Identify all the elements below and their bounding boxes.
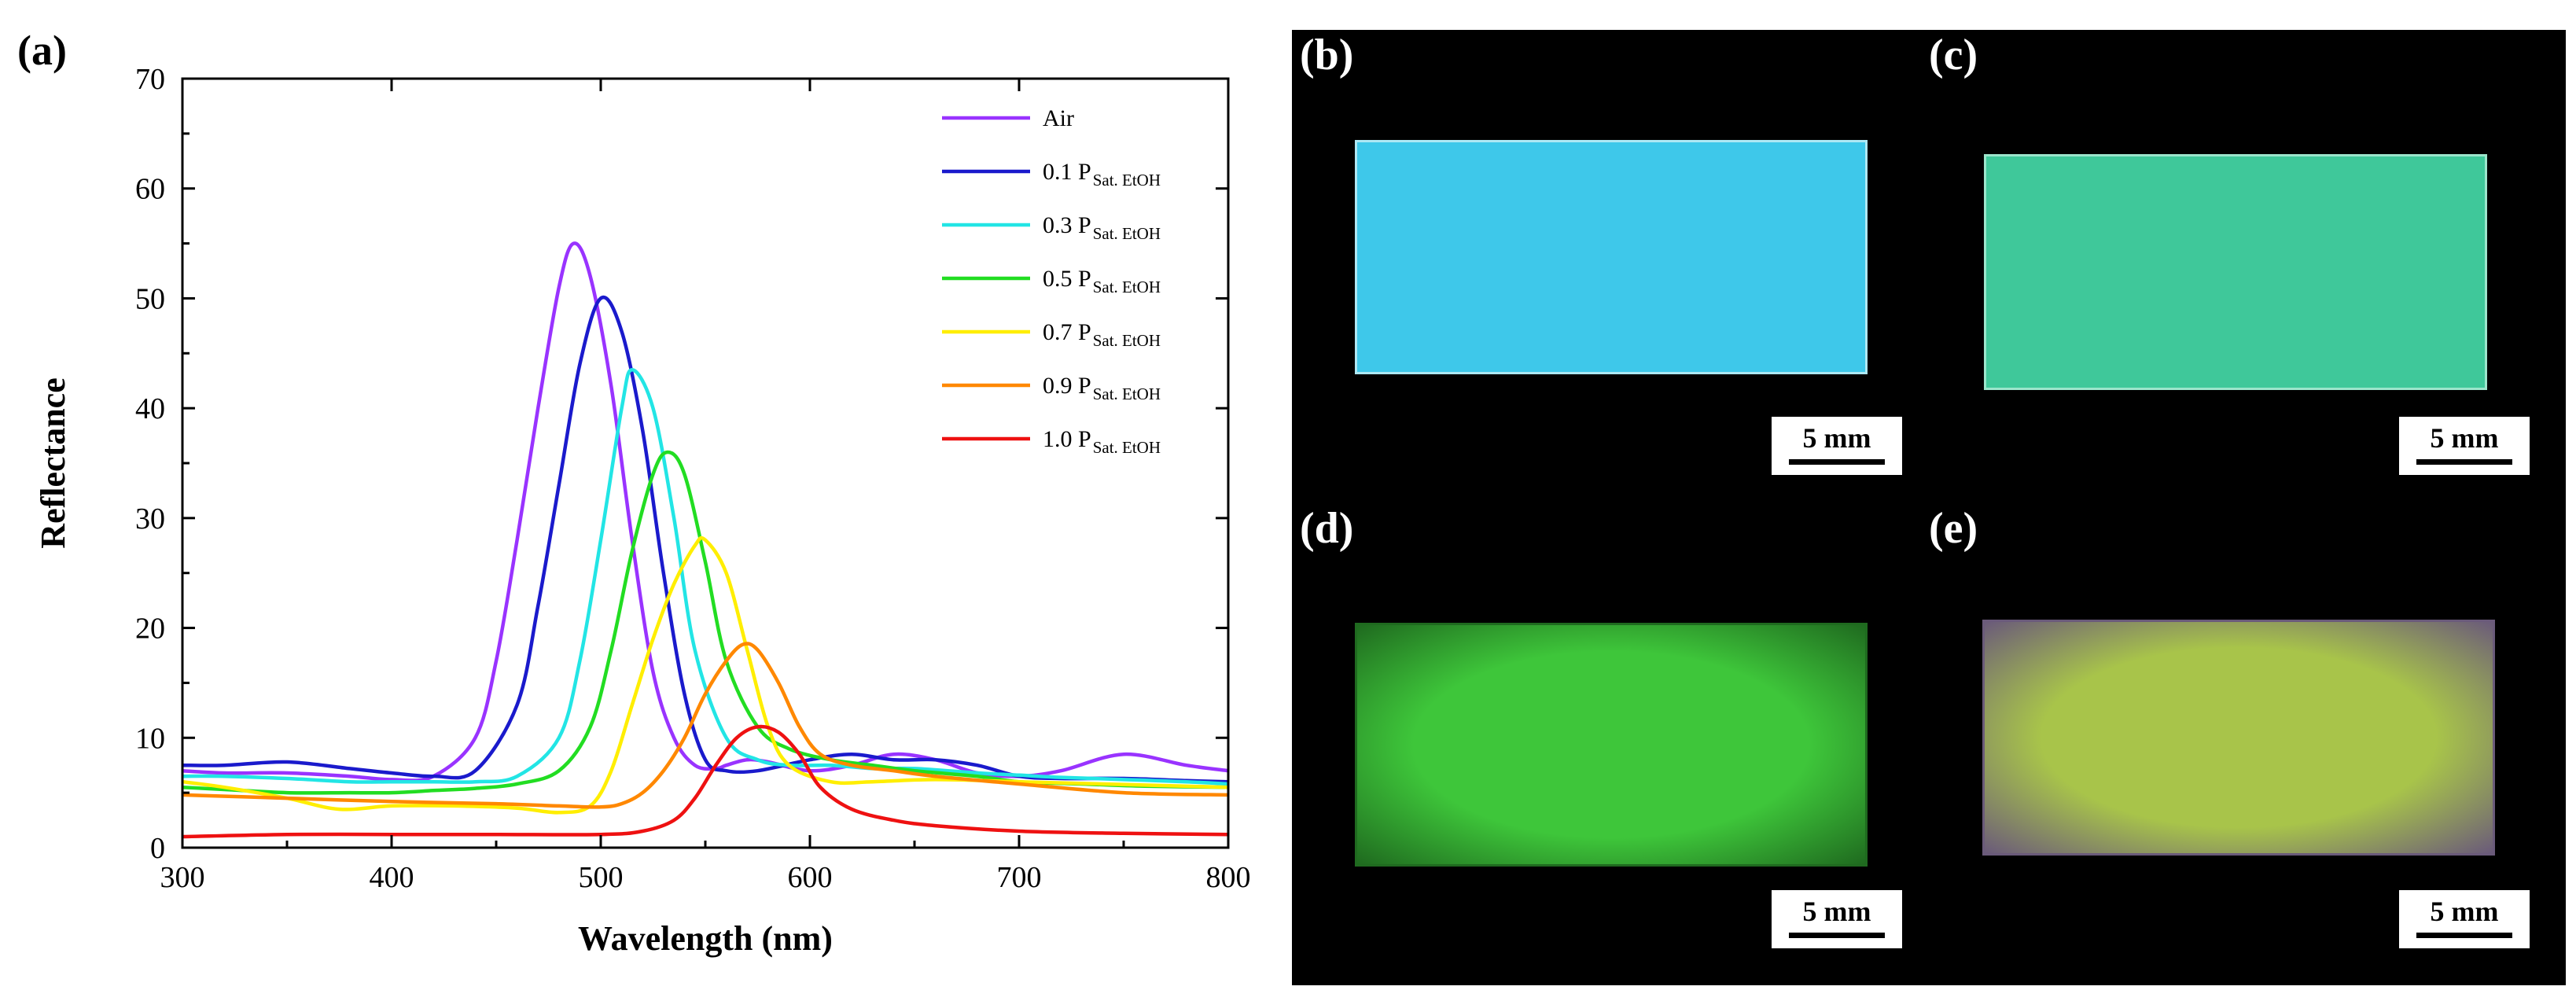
panel-label-b: (b) bbox=[1300, 31, 1354, 79]
reflectance-chart: (a) 300 400 500 600 700 800 0 10 20 30 40 50 60 70 Ai… bbox=[17, 27, 1251, 958]
scale-bar-line bbox=[1789, 459, 1885, 465]
y-tick-label: 10 bbox=[135, 722, 165, 755]
x-tick-label: 800 bbox=[1206, 861, 1251, 894]
axes: 300 400 500 600 700 800 0 10 20 30 40 50 60 70 bbox=[135, 63, 1251, 894]
scale-bar-label: 5 mm bbox=[1802, 896, 1871, 927]
scale-bar-label: 5 mm bbox=[2430, 896, 2499, 927]
photo-panel-grid: (b) (c) (d) (e) 5 mm 5 mm 5 mm 5 mm bbox=[1292, 30, 2566, 985]
y-tick-label: 50 bbox=[135, 282, 165, 315]
panel-label-d: (d) bbox=[1300, 504, 1354, 553]
x-axis-title: Wavelength (nm) bbox=[578, 919, 833, 958]
sample-photo-d bbox=[1355, 623, 1868, 867]
y-tick-label: 30 bbox=[135, 502, 165, 535]
sample-photo-e bbox=[1982, 620, 2495, 856]
y-tick-label: 70 bbox=[135, 63, 165, 96]
legend-entry: 0.7 PSat. EtOH bbox=[1043, 319, 1161, 350]
scale-bar-e: 5 mm bbox=[2399, 890, 2530, 948]
scale-bar-label: 5 mm bbox=[1802, 422, 1871, 454]
series-line-2 bbox=[182, 367, 1229, 786]
scale-bar-d: 5 mm bbox=[1772, 890, 1902, 948]
panel-label-e: (e) bbox=[1929, 504, 1978, 553]
y-tick-label: 60 bbox=[135, 173, 165, 206]
series-line-4 bbox=[182, 535, 1229, 815]
plot-frame bbox=[181, 77, 1230, 849]
panel-label-a: (a) bbox=[17, 27, 67, 74]
scale-bar-c: 5 mm bbox=[2399, 417, 2530, 475]
scale-bar-line bbox=[1789, 933, 1885, 938]
y-tick-label: 20 bbox=[135, 613, 165, 646]
x-tick-label: 700 bbox=[997, 861, 1042, 894]
sample-photo-c bbox=[1984, 154, 2487, 390]
scale-bar-b: 5 mm bbox=[1772, 417, 1902, 475]
legend-entry: 0.5 PSat. EtOH bbox=[1043, 266, 1161, 296]
series-line-6 bbox=[182, 724, 1229, 839]
legend-entry: 0.9 PSat. EtOH bbox=[1043, 373, 1161, 403]
x-tick-label: 300 bbox=[160, 861, 205, 894]
x-tick-label: 500 bbox=[579, 861, 624, 894]
x-tick-label: 600 bbox=[788, 861, 833, 894]
y-tick-label: 40 bbox=[135, 392, 165, 425]
plot-area bbox=[182, 241, 1229, 839]
x-tick-label: 400 bbox=[370, 861, 414, 894]
legend-entry: 0.3 PSat. EtOH bbox=[1043, 212, 1161, 243]
scale-bar-line bbox=[2416, 459, 2512, 465]
series-line-0 bbox=[182, 241, 1229, 782]
legend: Air 0.1 PSat. EtOH 0.3 PSat. EtOH 0.5 PSat.… bbox=[942, 105, 1161, 457]
y-axis-title: Reflectance bbox=[34, 377, 72, 548]
legend-entry: Air bbox=[1043, 105, 1074, 131]
sample-photo-b bbox=[1355, 140, 1868, 374]
series-line-3 bbox=[182, 450, 1229, 795]
scale-bar-label: 5 mm bbox=[2430, 422, 2499, 454]
series-line-5 bbox=[182, 642, 1229, 809]
legend-entry: 0.1 PSat. EtOH bbox=[1043, 159, 1161, 190]
legend-entry: 1.0 PSat. EtOH bbox=[1043, 426, 1161, 457]
series-line-1 bbox=[182, 295, 1229, 784]
panel-label-c: (c) bbox=[1929, 31, 1978, 79]
scale-bar-line bbox=[2416, 933, 2512, 938]
y-tick-label: 0 bbox=[150, 832, 165, 865]
